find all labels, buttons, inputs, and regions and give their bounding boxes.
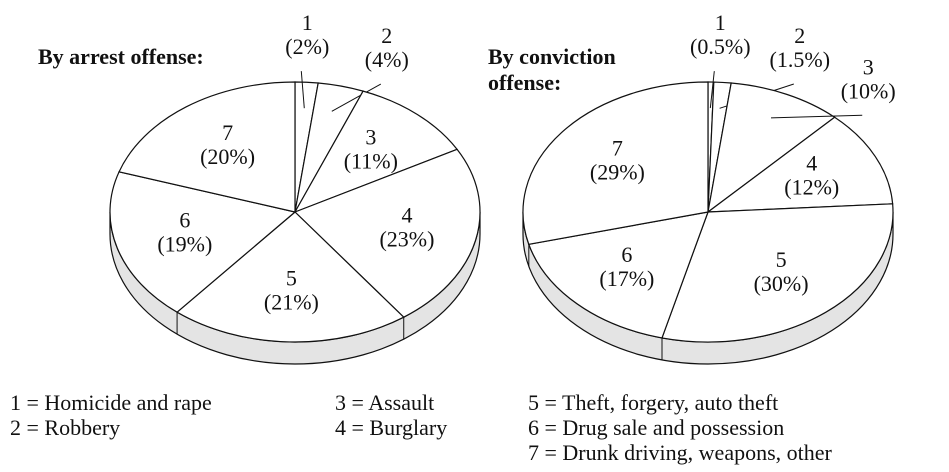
slice-value-label: (19%) bbox=[157, 232, 212, 257]
slice-value-label: (12%) bbox=[784, 175, 839, 200]
legend-entry: 1 = Homicide and rape bbox=[10, 390, 212, 415]
slice-value-label: (21%) bbox=[264, 290, 319, 315]
slice-value-label: (0.5%) bbox=[690, 34, 750, 59]
legend-entry: 5 = Theft, forgery, auto theft bbox=[528, 390, 778, 415]
slice-label: 4 bbox=[806, 151, 817, 176]
pie-slice bbox=[293, 90, 459, 214]
slice-value-label: (4%) bbox=[365, 47, 409, 72]
slice-value-label: (17%) bbox=[599, 266, 654, 291]
slice-value-label: (29%) bbox=[590, 160, 645, 185]
slice-value-label: (10%) bbox=[841, 78, 896, 103]
legend-entry: 3 = Assault bbox=[335, 390, 434, 415]
pie-slice bbox=[109, 171, 297, 313]
pie-slice bbox=[528, 211, 709, 339]
leader-line bbox=[709, 71, 715, 109]
pie-slice bbox=[118, 81, 296, 213]
slice-label: 5 bbox=[776, 247, 787, 272]
slice-label: 6 bbox=[621, 242, 632, 267]
leader-line bbox=[331, 83, 382, 112]
legend-entry: 7 = Drunk driving, weapons, other bbox=[528, 440, 833, 465]
slice-value-label: (11%) bbox=[344, 149, 398, 174]
chart-title: By conviction offense: bbox=[488, 44, 616, 95]
leader-line bbox=[771, 114, 863, 119]
slice-value-label: (30%) bbox=[754, 271, 809, 296]
pie-slice bbox=[176, 211, 405, 343]
legend-entry: 4 = Burglary bbox=[335, 415, 447, 440]
slice-label: 5 bbox=[286, 266, 297, 291]
chart-title: By arrest offense: bbox=[38, 44, 204, 69]
slice-label: 7 bbox=[222, 120, 233, 145]
slice-value-label: (23%) bbox=[379, 227, 434, 252]
slice-label: 4 bbox=[401, 203, 412, 228]
slice-value-label: (20%) bbox=[200, 144, 255, 169]
slice-value-label: (1.5%) bbox=[770, 47, 830, 72]
slice-label: 1 bbox=[302, 10, 313, 35]
pie-slice bbox=[293, 148, 481, 318]
slice-label: 3 bbox=[365, 125, 376, 150]
legend-entry: 6 = Drug sale and possession bbox=[528, 415, 784, 440]
leader-line bbox=[300, 71, 305, 109]
pie-slice bbox=[661, 203, 894, 343]
slice-label: 3 bbox=[863, 54, 874, 79]
slice-label: 2 bbox=[794, 23, 805, 48]
slice-value-label: (2%) bbox=[285, 34, 329, 59]
slice-label: 7 bbox=[612, 136, 623, 161]
pie-slice bbox=[707, 82, 836, 214]
legend-entry: 2 = Robbery bbox=[10, 415, 120, 440]
slice-label: 1 bbox=[715, 10, 726, 35]
pie-slice bbox=[522, 81, 709, 246]
slice-label: 6 bbox=[179, 208, 190, 233]
slice-label: 2 bbox=[381, 23, 392, 48]
pie-slice bbox=[706, 116, 894, 213]
